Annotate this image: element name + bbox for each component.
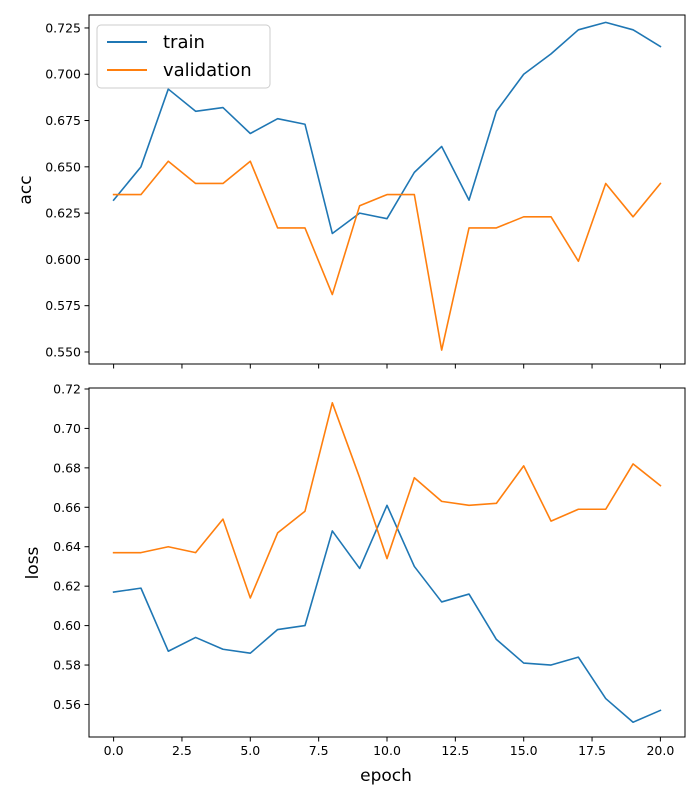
acc-panel: 0.550 0.575 0.600 0.625 0.650 0.675 0.700 0.725… bbox=[16, 14, 686, 369]
acc-y-tick-label: 0.575 bbox=[45, 298, 81, 313]
loss-y-ticks: 0.56 0.58 0.60 0.62 0.64 0.66 0.68 0.70 0.72 bbox=[53, 381, 89, 712]
loss-y-tick-label: 0.66 bbox=[53, 500, 81, 515]
loss-x-tick-label: 20.0 bbox=[646, 743, 674, 758]
loss-y-tick-label: 0.58 bbox=[53, 658, 81, 673]
legend-validation-label: validation bbox=[163, 60, 252, 81]
loss-lines bbox=[112, 401, 662, 724]
loss-train-line bbox=[112, 504, 662, 724]
loss-y-axis-label: loss bbox=[23, 546, 43, 579]
legend-train-label: train bbox=[163, 32, 205, 53]
loss-panel: 0.0 2.5 5.0 7.5 10.0 12.5 15.0 17.5 20.0 0.560.5… bbox=[23, 381, 686, 786]
acc-y-axis-label: acc bbox=[16, 175, 36, 204]
loss-x-tick-label: 12.5 bbox=[441, 743, 469, 758]
loss-y-tick-label: 0.68 bbox=[53, 460, 81, 475]
loss-x-tick-label: 2.5 bbox=[172, 743, 192, 758]
acc-y-tick-label: 0.550 bbox=[45, 344, 81, 359]
acc-y-tick-label: 0.625 bbox=[45, 206, 81, 221]
loss-validation-line bbox=[112, 401, 662, 599]
loss-x-tick-label: 15.0 bbox=[510, 743, 538, 758]
acc-train-line bbox=[112, 21, 662, 235]
loss-x-tick-label: 10.0 bbox=[373, 743, 401, 758]
acc-y-ticks: 0.550 0.575 0.600 0.625 0.650 0.675 0.700 0.725 bbox=[45, 20, 89, 359]
loss-y-tick-label: 0.62 bbox=[53, 579, 81, 594]
acc-validation-line bbox=[112, 160, 662, 351]
loss-y-tick-label: 0.64 bbox=[53, 539, 81, 554]
acc-x-ticks bbox=[113, 364, 661, 369]
acc-y-tick-label: 0.700 bbox=[45, 67, 81, 82]
loss-x-tick-label: 17.5 bbox=[578, 743, 606, 758]
loss-x-tick-label: 7.5 bbox=[309, 743, 329, 758]
loss-x-tick-label: 5.0 bbox=[240, 743, 260, 758]
legend-box bbox=[96, 24, 271, 89]
loss-y-tick-label: 0.56 bbox=[53, 697, 81, 712]
loss-y-tick-label: 0.72 bbox=[53, 381, 81, 396]
loss-y-tick-label: 0.70 bbox=[53, 421, 81, 436]
loss-x-tick-label: 0.0 bbox=[104, 743, 124, 758]
acc-lines bbox=[112, 21, 662, 351]
x-axis-label: epoch bbox=[360, 766, 412, 786]
acc-y-tick-label: 0.725 bbox=[45, 20, 81, 35]
acc-y-tick-label: 0.600 bbox=[45, 252, 81, 267]
legend: train validation bbox=[96, 24, 271, 89]
acc-y-tick-label: 0.650 bbox=[45, 159, 81, 174]
loss-x-ticks: 0.0 2.5 5.0 7.5 10.0 12.5 15.0 17.5 20.0 bbox=[104, 737, 674, 758]
acc-y-tick-label: 0.675 bbox=[45, 113, 81, 128]
loss-y-tick-label: 0.60 bbox=[53, 618, 81, 633]
